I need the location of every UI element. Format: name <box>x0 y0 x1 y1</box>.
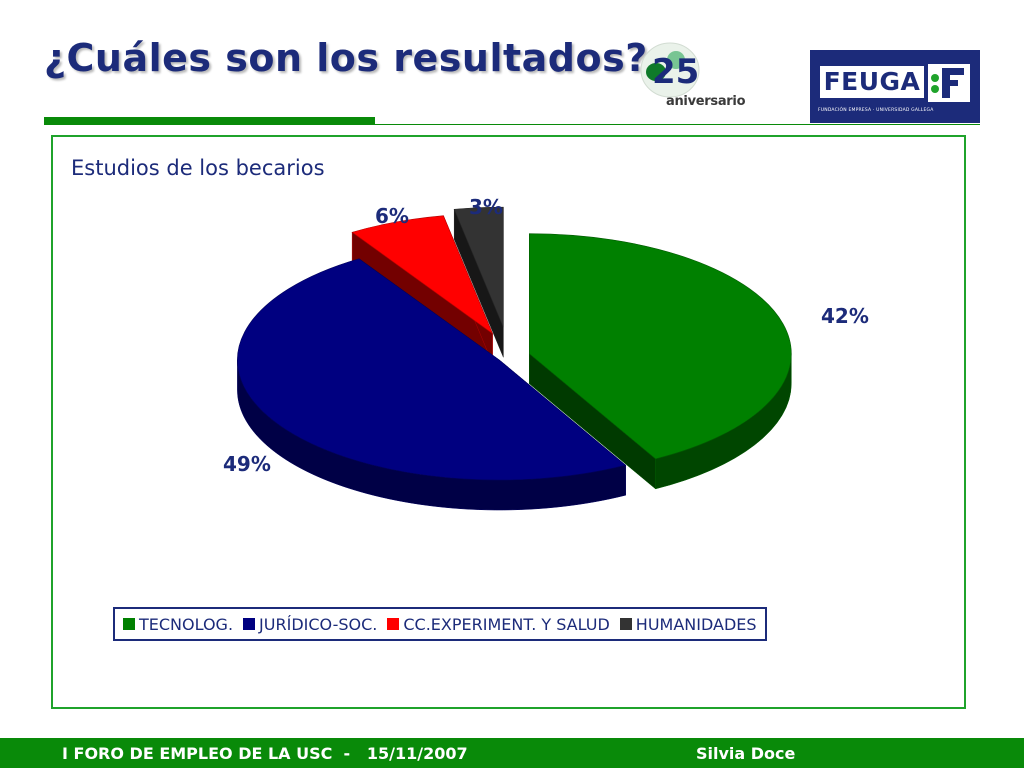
anniversary-logo: 25 aniversario <box>636 38 756 116</box>
title-underline-thick <box>44 117 375 125</box>
legend-item-1: JURÍDICO-SOC. <box>243 615 377 634</box>
legend-item-3: HUMANIDADES <box>619 614 757 634</box>
feuga-f-mark-icon <box>928 64 970 102</box>
feuga-name: FEUGA <box>820 66 924 98</box>
title-underline-thin <box>375 124 980 125</box>
anniversary-emblem-icon: 25 <box>640 42 700 98</box>
chart-legend: TECNOLOG. JURÍDICO-SOC. CC.EXPERIMENT. Y S… <box>113 607 767 641</box>
chart-frame: Estudios de los becarios 42% 49% 6% 3% TECN… <box>51 135 966 709</box>
pie-label-3: 3% <box>469 195 503 219</box>
pie-label-0: 42% <box>821 304 869 328</box>
pie-slice-1 <box>237 258 627 511</box>
anniversary-number: 25 <box>652 52 699 92</box>
chart-title: Estudios de los becarios <box>71 156 325 180</box>
legend-label-3: HUMANIDADES <box>635 614 757 634</box>
footer-author: Silvia Doce <box>696 744 796 763</box>
legend-swatch-0 <box>123 618 135 630</box>
legend-label-1: JURÍDICO-SOC. <box>259 614 378 634</box>
legend-label-0: TECNOLOG. <box>139 614 234 634</box>
legend-item-2: CC.EXPERIMENT. Y SALUD <box>387 614 610 634</box>
feuga-logo: FEUGA FUNDACIÓN EMPRESA · UNIVERSIDAD GA… <box>810 50 980 123</box>
anniversary-label: aniversario <box>666 94 746 109</box>
footer-event-text: I FORO DE EMPLEO DE LA USC - 15/11/2007 <box>62 744 468 763</box>
pie-chart: 42% 49% 6% 3% <box>223 195 869 511</box>
footer-bar: I FORO DE EMPLEO DE LA USC - 15/11/2007 … <box>0 738 1024 768</box>
feuga-tagline: FUNDACIÓN EMPRESA · UNIVERSIDAD GALLEGA <box>818 108 934 113</box>
legend-item-0: TECNOLOG. <box>123 615 233 634</box>
pie-label-1: 49% <box>223 452 271 476</box>
pie-slice-0 <box>529 233 792 490</box>
pie-slice-3 <box>453 206 504 358</box>
pie-label-2: 6% <box>375 204 409 228</box>
legend-swatch-1 <box>243 618 256 630</box>
legend-label-2: CC.EXPERIMENT. Y SALUD <box>403 614 610 634</box>
legend-swatch-2 <box>387 618 400 630</box>
legend-swatch-3 <box>619 618 632 630</box>
slide-title: ¿Cuáles son los resultados? <box>44 36 648 80</box>
